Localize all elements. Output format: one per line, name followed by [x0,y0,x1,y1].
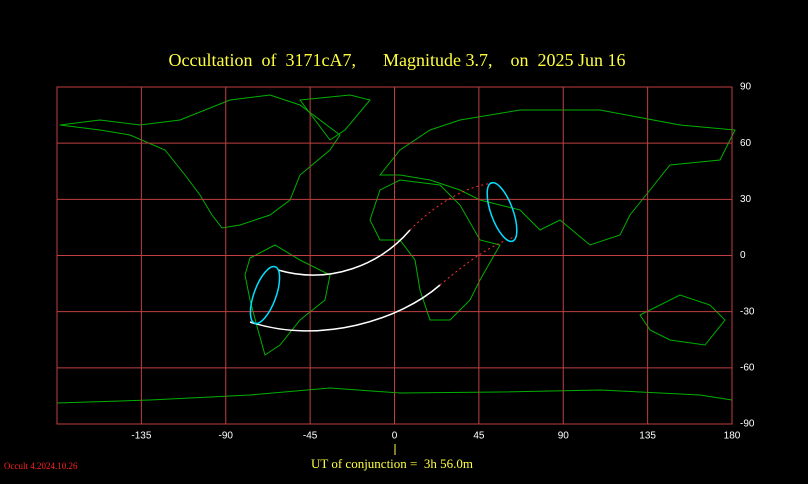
y-tick-label: 90 [740,82,752,93]
version-label: Occult 4.2024.10.26 [4,461,78,471]
set-curve [486,181,518,243]
africa [369,179,501,321]
x-tick-label: 45 [473,431,485,442]
y-tick-label: 0 [740,250,746,261]
occultation-path [249,181,521,332]
path-daylight-north [409,182,496,231]
north-america [59,94,341,229]
conjunction-label: UT of conjunction = 3h 56.0m [311,456,473,471]
x-tick-label: 90 [558,431,570,442]
x-tick-label: -90 [219,431,234,442]
y-tick-label: 30 [740,194,752,205]
y-tick-label: -90 [740,419,755,430]
y-tick-label: -60 [740,362,755,373]
x-tick-label: 0 [392,431,398,442]
greenland [299,94,371,141]
path-limit-north [277,229,411,276]
map-frame [56,86,733,425]
x-tick-label: 180 [724,431,741,442]
south-america [244,244,331,356]
x-tick-label: 135 [639,431,656,442]
x-tick-label: -45 [303,431,318,442]
y-tick-label: -30 [740,306,755,317]
rise-curve [249,265,281,325]
path-limit-south [249,284,441,332]
coastlines [56,94,736,404]
path-daylight-south [439,234,521,286]
antarctica [56,387,733,404]
y-tick-label: 60 [740,138,752,149]
x-tick-label: -135 [131,431,151,442]
eurasia [378,109,736,246]
australia [639,294,726,346]
chart-title: Occultation of 3171cA7, Magnitude 3.7, o… [169,50,626,70]
